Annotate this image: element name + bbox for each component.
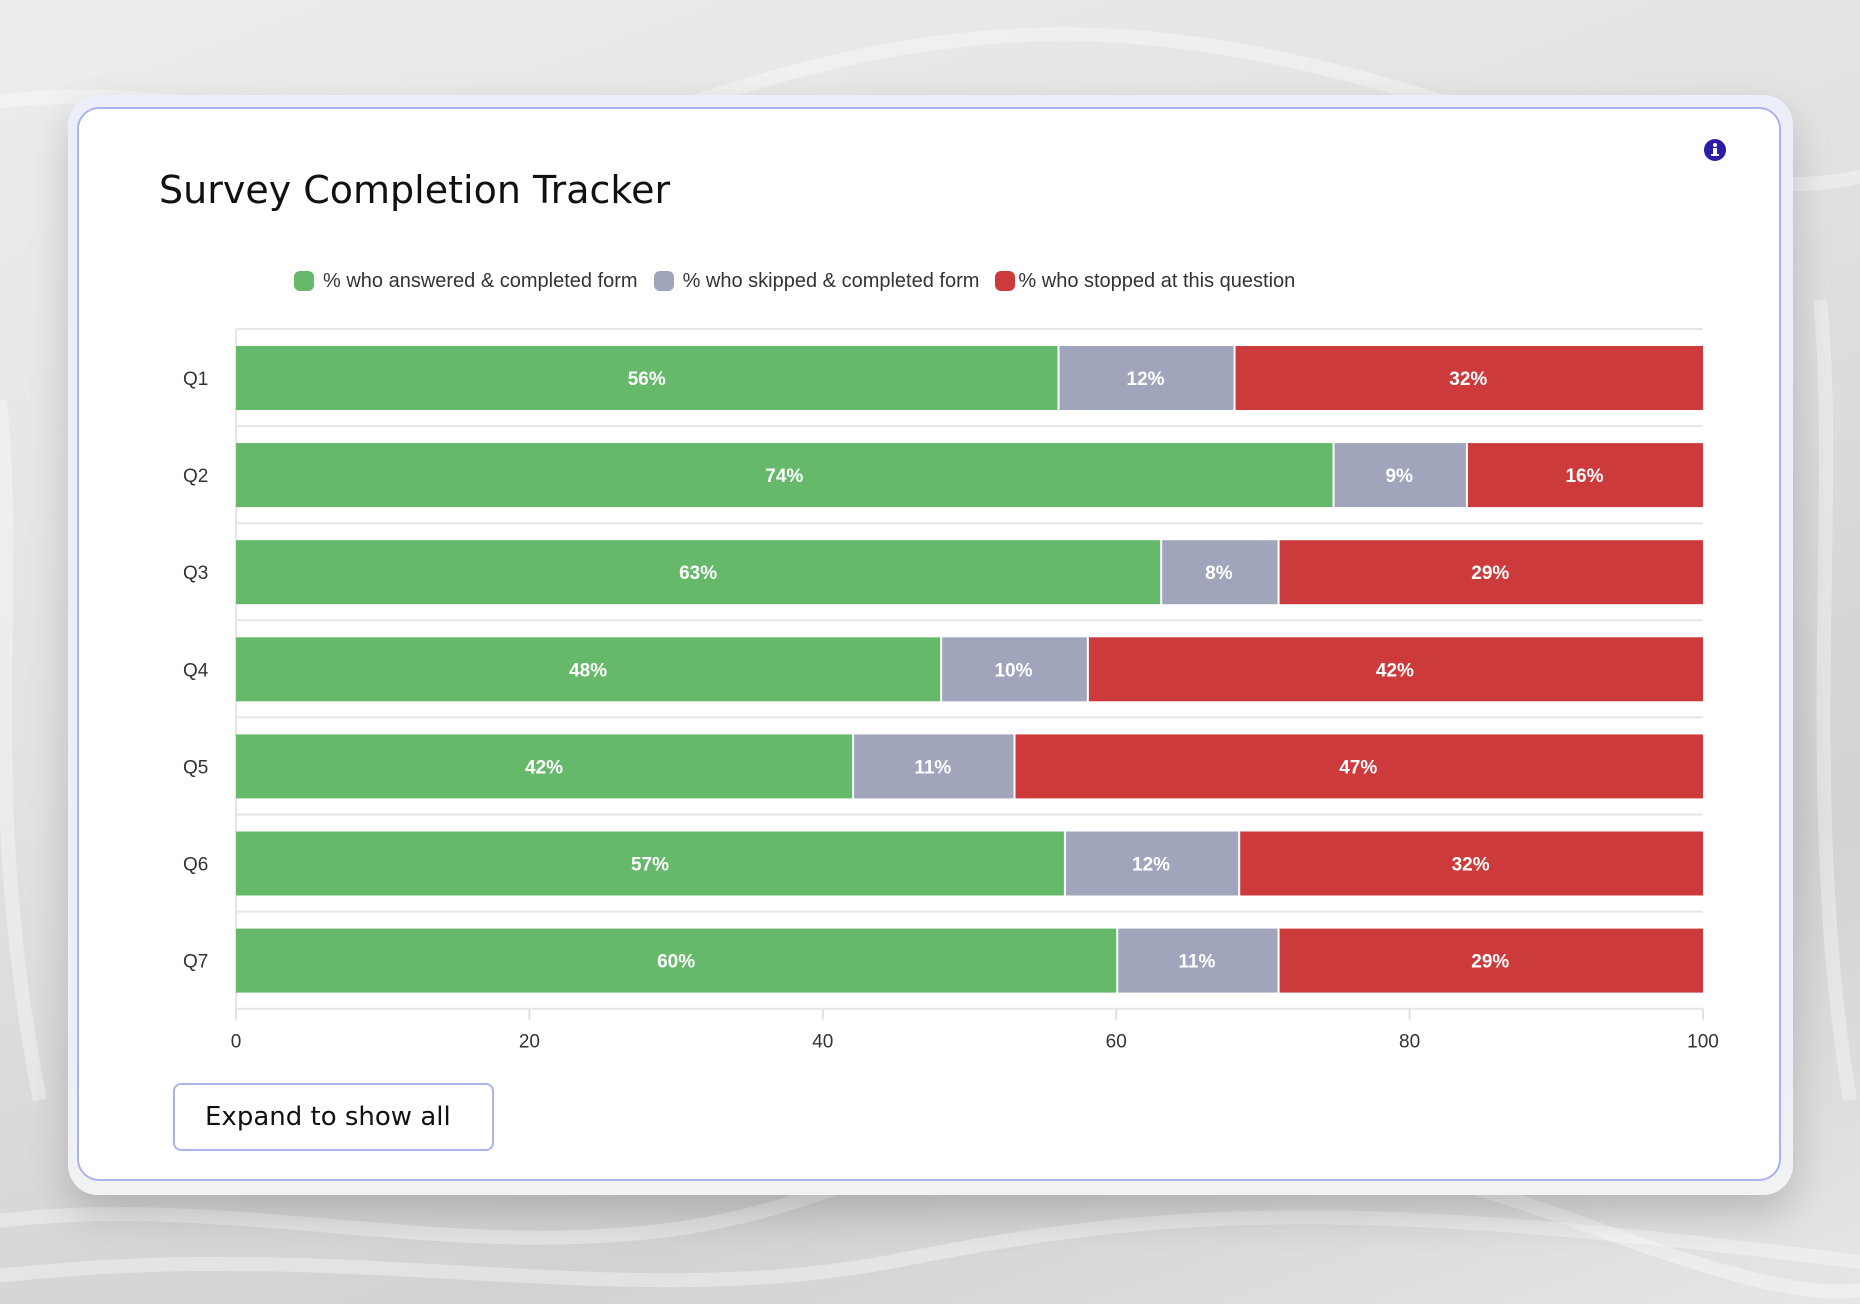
legend-label: % who skipped & completed form	[682, 269, 980, 292]
legend-item-answered[interactable]: % who answered & completed form	[294, 270, 638, 293]
bar-data-label: 32%	[1452, 855, 1490, 876]
bar-segment-skipped	[1162, 540, 1278, 605]
bar-data-label: 74%	[765, 466, 803, 487]
bar-segment-answered	[236, 540, 1161, 605]
category-label: Q1	[183, 369, 208, 390]
bar-segment-skipped	[1118, 928, 1278, 993]
legend-label: % who stopped at this question	[1018, 269, 1296, 292]
page-title: Survey Completion Tracker	[159, 168, 671, 212]
category-label: Q6	[183, 855, 208, 876]
bar-segment-skipped	[1059, 346, 1234, 410]
expand-to-show-all-button[interactable]: Expand to show all	[173, 1083, 494, 1151]
bar-data-label: 32%	[1449, 369, 1487, 390]
bar-data-label: 29%	[1471, 952, 1509, 973]
bar-segment-skipped	[942, 637, 1087, 702]
bar-data-label: 10%	[994, 660, 1032, 681]
bar-data-label: 11%	[1178, 952, 1215, 973]
bar-segment-answered	[236, 346, 1058, 410]
bar-data-label: 12%	[1132, 855, 1170, 876]
bar-segment-answered	[236, 443, 1333, 508]
x-tick-label: 80	[1399, 1032, 1420, 1053]
category-label: Q3	[183, 563, 208, 584]
legend-swatch-stopped	[995, 271, 1016, 291]
bar-segment-answered	[236, 831, 1064, 896]
legend-item-skipped[interactable]: % who skipped & completed form	[653, 269, 980, 293]
bar-segment-answered	[236, 928, 1117, 993]
x-tick-label: 100	[1687, 1032, 1719, 1053]
bar-data-label: 63%	[679, 563, 717, 584]
legend-item-stopped[interactable]: % who stopped at this question	[995, 270, 1295, 293]
info-icon[interactable]	[1704, 139, 1726, 161]
bar-segment-answered	[236, 637, 941, 702]
info-icon-stem	[1713, 148, 1717, 155]
bar-data-label: 47%	[1339, 757, 1377, 778]
bar-data-label: 60%	[657, 952, 695, 973]
bar-data-label: 29%	[1471, 563, 1509, 584]
bar-data-label: 11%	[914, 757, 951, 778]
category-label: Q4	[183, 660, 209, 681]
category-label: Q2	[183, 466, 208, 487]
bar-segment-stopped	[1015, 734, 1703, 799]
x-tick-label: 0	[231, 1032, 242, 1053]
info-icon-foot	[1711, 154, 1719, 156]
bar-segment-stopped	[1467, 443, 1703, 508]
bar-segment-skipped	[1065, 831, 1239, 896]
bar-data-label: 42%	[1376, 660, 1414, 681]
category-label: Q7	[183, 952, 208, 973]
bar-data-label: 48%	[569, 660, 607, 681]
legend-swatch-skipped	[653, 271, 674, 291]
category-label: Q5	[183, 757, 208, 778]
bar-segment-stopped	[1279, 540, 1703, 605]
bar-segment-skipped	[854, 734, 1014, 799]
legend-swatch-answered	[294, 271, 314, 291]
bar-data-label: 9%	[1385, 466, 1413, 487]
x-tick-label: 60	[1106, 1032, 1127, 1053]
x-tick-label: 20	[519, 1032, 540, 1053]
bar-segment-skipped	[1334, 443, 1466, 508]
bar-segment-answered	[236, 734, 853, 799]
bar-data-label: 56%	[628, 369, 666, 390]
info-icon-dot	[1713, 143, 1717, 147]
bar-segment-stopped	[1235, 346, 1703, 410]
bar-data-label: 8%	[1205, 563, 1233, 584]
bar-data-label: 12%	[1127, 369, 1165, 390]
bar-segment-stopped	[1279, 928, 1703, 993]
bar-segment-stopped	[1240, 831, 1703, 896]
chart-legend: % who answered & completed form % who sk…	[294, 268, 1311, 294]
bar-data-label: 42%	[525, 757, 563, 778]
bar-segment-stopped	[1088, 637, 1703, 702]
bar-data-label: 57%	[631, 855, 669, 876]
legend-label: % who answered & completed form	[323, 269, 638, 292]
x-tick-label: 40	[812, 1032, 833, 1053]
bar-data-label: 16%	[1565, 466, 1603, 487]
